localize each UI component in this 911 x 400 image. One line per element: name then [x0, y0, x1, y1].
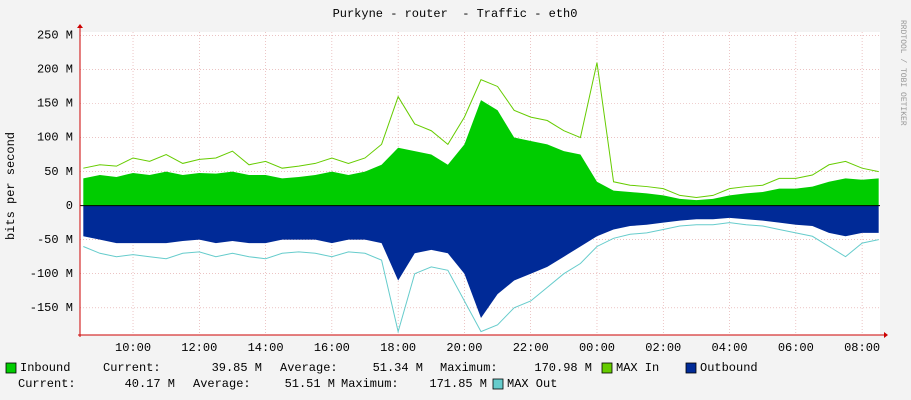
- x-tick-label: 20:00: [446, 341, 482, 355]
- side-note: RRDTOOL / TOBI OETIKER: [898, 20, 907, 126]
- x-tick-label: 02:00: [645, 341, 681, 355]
- stat-label: Maximum:: [341, 377, 399, 391]
- stat-value: 40.17 M: [125, 377, 175, 391]
- x-tick-label: 00:00: [579, 341, 615, 355]
- legend-swatch: [5, 362, 17, 374]
- legend-label: MAX Out: [507, 377, 557, 391]
- stat-value: 39.85 M: [212, 361, 262, 375]
- stat-label: Average:: [280, 361, 338, 375]
- x-tick-label: 10:00: [115, 341, 151, 355]
- legend-label: MAX In: [616, 361, 659, 375]
- y-tick-label: 200 M: [37, 63, 73, 77]
- legend-swatch: [685, 362, 697, 374]
- y-tick-label: 50 M: [44, 165, 73, 179]
- y-tick-label: 250 M: [37, 29, 73, 43]
- axis-arrow: [77, 24, 83, 28]
- x-tick-label: 16:00: [314, 341, 350, 355]
- stat-label: Current:: [18, 377, 76, 391]
- y-tick-label: 150 M: [37, 97, 73, 111]
- y-tick-label: 0: [66, 199, 73, 213]
- x-tick-label: 22:00: [513, 341, 549, 355]
- axis-arrow: [884, 332, 888, 338]
- line: [83, 222, 879, 334]
- x-tick-label: 06:00: [778, 341, 814, 355]
- y-axis-label: bits per second: [4, 132, 18, 240]
- chart-title: Purkyne - router - Traffic - eth0: [333, 7, 578, 21]
- legend-label: Inbound: [20, 361, 70, 375]
- y-tick-label: -100 M: [30, 267, 73, 281]
- stat-label: Average:: [193, 377, 251, 391]
- area: [83, 205, 879, 318]
- y-tick-label: -50 M: [37, 233, 73, 247]
- y-tick-label: 100 M: [37, 131, 73, 145]
- legend-swatch: [492, 378, 504, 390]
- stat-label: Current:: [103, 361, 161, 375]
- legend-label: Outbound: [700, 361, 758, 375]
- stat-label: Maximum:: [440, 361, 498, 375]
- x-tick-label: 12:00: [181, 341, 217, 355]
- x-tick-label: 18:00: [380, 341, 416, 355]
- stat-value: 51.34 M: [373, 361, 423, 375]
- area: [83, 100, 879, 206]
- stat-value: 171.85 M: [429, 377, 487, 391]
- x-tick-label: 04:00: [712, 341, 748, 355]
- stat-value: 51.51 M: [285, 377, 335, 391]
- x-tick-label: 14:00: [248, 341, 284, 355]
- y-tick-label: -150 M: [30, 301, 73, 315]
- legend-swatch: [601, 362, 613, 374]
- stat-value: 170.98 M: [534, 361, 592, 375]
- x-tick-label: 08:00: [844, 341, 880, 355]
- line: [83, 62, 879, 198]
